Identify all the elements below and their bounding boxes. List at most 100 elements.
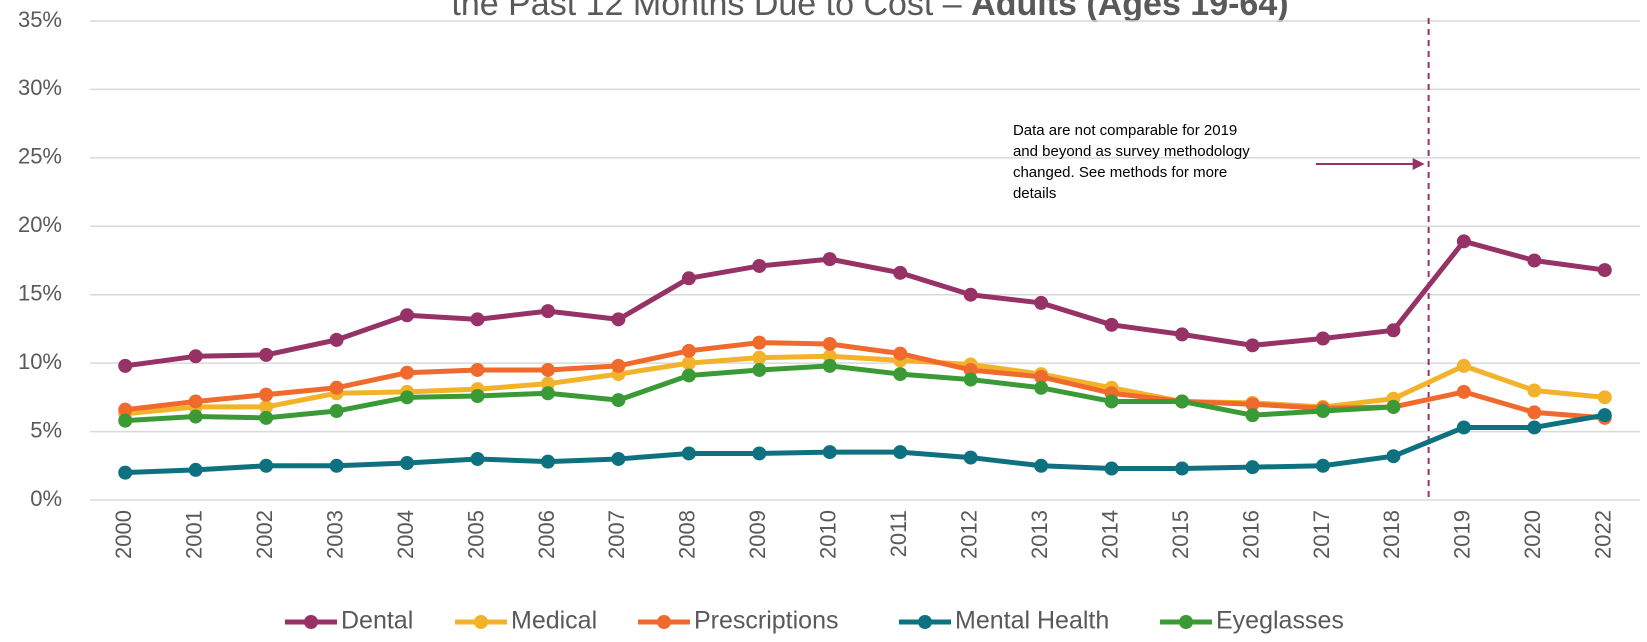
x-tick-label: 2001 — [181, 510, 206, 559]
point — [752, 362, 767, 377]
y-tick-label: 30% — [18, 75, 62, 100]
point — [681, 343, 696, 358]
point — [822, 252, 837, 267]
point — [822, 336, 837, 351]
title-bold: Adults (Ages 19-64) — [971, 0, 1288, 23]
point — [822, 349, 837, 364]
point — [752, 258, 767, 273]
point — [400, 390, 415, 405]
x-tick-label: 2003 — [322, 510, 347, 559]
series-line — [124, 353, 1606, 417]
x-tick-label: 2012 — [956, 510, 981, 559]
point — [1527, 383, 1542, 398]
point — [752, 350, 767, 365]
annotation: Data are not comparable for 2019 — [1013, 122, 1237, 139]
point — [1104, 317, 1119, 332]
x-tick-label: 2010 — [816, 510, 841, 559]
point — [1386, 399, 1401, 414]
y-tick-label: 25% — [18, 144, 62, 169]
point — [1315, 404, 1330, 419]
point — [470, 388, 485, 403]
point — [118, 413, 133, 428]
point — [1456, 234, 1471, 249]
point — [540, 376, 555, 391]
legend-item: Dental — [285, 607, 413, 635]
y-tick-label: 0% — [30, 486, 62, 511]
point — [1034, 458, 1049, 473]
x-tick-label: 2019 — [1450, 510, 1475, 559]
point — [1245, 397, 1260, 412]
x-tick-label: 2008 — [675, 510, 700, 559]
legend-item: Prescriptions — [638, 607, 839, 635]
legend-marker — [1179, 615, 1193, 629]
point — [329, 380, 344, 395]
point — [1597, 390, 1612, 405]
annotation: changed. See methods for more — [1013, 164, 1227, 181]
point — [963, 362, 978, 377]
point — [329, 404, 344, 419]
legend-label: Eyeglasses — [1216, 607, 1344, 635]
x-tick-label: 2007 — [604, 510, 629, 559]
point — [893, 265, 908, 280]
point — [1386, 449, 1401, 464]
legend-item: Medical — [455, 607, 597, 635]
point — [1315, 331, 1330, 346]
point — [259, 458, 274, 473]
x-tick-label: 2017 — [1309, 510, 1334, 559]
point — [540, 304, 555, 319]
series-line — [125, 412, 1606, 476]
point — [329, 458, 344, 473]
point — [1386, 323, 1401, 338]
point — [893, 445, 908, 460]
point — [1527, 405, 1542, 420]
point — [470, 451, 485, 466]
point — [188, 462, 203, 477]
legend-label: Medical — [511, 607, 597, 635]
point — [611, 312, 626, 327]
point — [1034, 369, 1049, 384]
point — [1175, 461, 1190, 476]
x-tick-label: 2016 — [1238, 510, 1263, 559]
x-tick-label: 2018 — [1379, 510, 1404, 559]
point — [540, 362, 555, 377]
point — [1034, 295, 1049, 310]
point — [1175, 327, 1190, 342]
point — [681, 368, 696, 383]
x-tick-label: 2002 — [252, 510, 277, 559]
y-tick-label: 5% — [30, 417, 62, 442]
legend-marker — [657, 615, 671, 629]
point — [118, 402, 133, 417]
x-tick-label: 2009 — [745, 510, 770, 559]
point — [188, 409, 203, 424]
point — [681, 446, 696, 461]
point — [1597, 408, 1612, 423]
legend-item: Mental Health — [899, 607, 1109, 635]
point — [822, 358, 837, 373]
annotation: and beyond as survey methodology — [1013, 143, 1250, 160]
point — [540, 454, 555, 469]
title-part: the Past 12 Months Due to Cost – — [451, 0, 961, 23]
point — [259, 347, 274, 362]
point — [822, 445, 837, 460]
point — [400, 308, 415, 323]
point — [1034, 380, 1049, 395]
point — [963, 372, 978, 387]
point — [1527, 253, 1542, 268]
point — [1456, 420, 1471, 435]
point — [259, 387, 274, 402]
point — [470, 312, 485, 327]
point — [681, 356, 696, 371]
chart-title: the Past 12 Months Due to Cost – Adults … — [451, 0, 1288, 23]
point — [540, 386, 555, 401]
point — [1245, 460, 1260, 475]
series-line — [124, 238, 1606, 369]
point — [1104, 394, 1119, 409]
point — [1597, 263, 1612, 278]
x-tick-label: 2005 — [463, 510, 488, 559]
point — [259, 410, 274, 425]
point — [752, 335, 767, 350]
x-tick-label: 2000 — [111, 510, 136, 559]
legend-item: Eyeglasses — [1160, 607, 1344, 635]
x-tick-label: 2022 — [1591, 510, 1616, 559]
